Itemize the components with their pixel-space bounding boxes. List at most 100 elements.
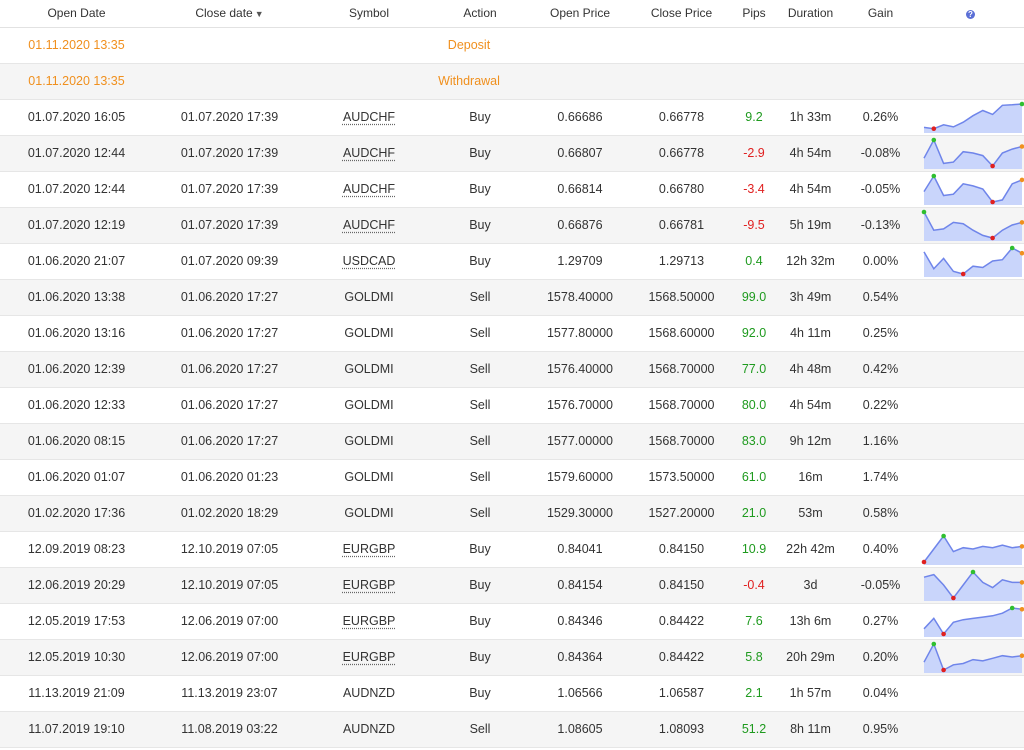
header-gain[interactable]: Gain bbox=[844, 0, 917, 28]
gain: 1.74% bbox=[862, 470, 899, 484]
duration: 12h 32m bbox=[786, 254, 835, 268]
action: Sell bbox=[469, 506, 491, 520]
sparkline-min-point bbox=[990, 199, 995, 205]
pips: -9.5 bbox=[743, 218, 765, 232]
symbol-link[interactable]: AUDCHF bbox=[342, 182, 396, 196]
close-price: 1.08093 bbox=[658, 722, 705, 736]
pips: 80.0 bbox=[741, 398, 767, 412]
close-date: 01.06.2020 17:27 bbox=[180, 362, 279, 376]
close-price: 0.66781 bbox=[658, 218, 705, 232]
open-price: 1576.40000 bbox=[546, 362, 614, 376]
sparkline-cell bbox=[917, 675, 1024, 711]
header-pips[interactable]: Pips bbox=[731, 0, 777, 28]
duration: 1h 57m bbox=[789, 686, 832, 700]
symbol-cell: GOLDMI bbox=[306, 495, 432, 531]
sparkline-max-point bbox=[1009, 245, 1015, 251]
sparkline-line bbox=[923, 642, 1023, 672]
open-price: 1.08605 bbox=[557, 722, 603, 736]
sparkline-line bbox=[923, 103, 1023, 130]
table-row: 01.06.2020 13:16 01.06.2020 17:27 GOLDMI Se… bbox=[0, 315, 1024, 351]
sparkline-chart bbox=[923, 605, 1024, 637]
symbol-link: GOLDMI bbox=[344, 434, 394, 448]
action: Sell bbox=[469, 290, 491, 304]
open-date: 12.05.2019 10:30 bbox=[27, 650, 126, 664]
header-close-date[interactable]: Close date ▼ bbox=[153, 0, 306, 28]
transaction-row: 01.11.2020 13:35 Withdrawal bbox=[0, 63, 1024, 99]
header-open-price[interactable]: Open Price bbox=[528, 0, 632, 28]
gain: 0.40% bbox=[862, 542, 899, 556]
symbol-link[interactable]: EURGBP bbox=[342, 578, 396, 592]
open-date: 01.07.2020 12:19 bbox=[27, 218, 126, 232]
sparkline-line bbox=[923, 138, 1023, 168]
help-icon[interactable]: ? bbox=[966, 9, 975, 19]
gain: 0.54% bbox=[862, 290, 899, 304]
open-date: 01.02.2020 17:36 bbox=[27, 506, 126, 520]
open-price: 0.84364 bbox=[557, 650, 603, 664]
sparkline-end-point bbox=[1019, 220, 1024, 225]
header-action[interactable]: Action bbox=[432, 0, 528, 28]
sparkline-chart bbox=[923, 173, 1024, 205]
duration: 22h 42m bbox=[786, 542, 835, 556]
open-date: 11.13.2019 21:09 bbox=[28, 686, 125, 700]
symbol-link[interactable]: AUDCHF bbox=[342, 146, 396, 160]
close-price: 1568.70000 bbox=[648, 398, 715, 412]
symbol-link[interactable]: EURGBP bbox=[342, 542, 396, 556]
open-date: 01.07.2020 12:44 bbox=[27, 146, 126, 160]
open-date: 01.07.2020 16:05 bbox=[27, 110, 126, 124]
close-price: 1.06587 bbox=[658, 686, 705, 700]
symbol-link: GOLDMI bbox=[344, 398, 394, 412]
gain: -0.05% bbox=[860, 182, 901, 196]
sparkline-cell bbox=[917, 387, 1024, 423]
sparkline-cell bbox=[917, 711, 1024, 747]
open-date: 01.06.2020 08:15 bbox=[27, 434, 126, 448]
sparkline-area bbox=[924, 140, 1022, 169]
pips: 83.0 bbox=[741, 434, 767, 448]
pips: 92.0 bbox=[741, 326, 767, 340]
sparkline-cell bbox=[917, 423, 1024, 459]
gain: -0.13% bbox=[860, 218, 901, 232]
sparkline-max-point bbox=[931, 641, 937, 647]
table-row: 01.07.2020 12:19 01.07.2020 17:39 AUDCHF Bu… bbox=[0, 207, 1024, 243]
header-open-date[interactable]: Open Date bbox=[0, 0, 153, 28]
header-symbol[interactable]: Symbol bbox=[306, 0, 432, 28]
empty-cell bbox=[632, 63, 731, 99]
sparkline-cell bbox=[917, 135, 1024, 171]
open-price: 0.66814 bbox=[557, 182, 603, 196]
symbol-link[interactable]: EURGBP bbox=[342, 614, 396, 628]
symbol-link[interactable]: AUDCHF bbox=[342, 218, 396, 232]
table-row: 01.06.2020 08:15 01.06.2020 17:27 GOLDMI Se… bbox=[0, 423, 1024, 459]
header-close-price[interactable]: Close Price bbox=[632, 0, 731, 28]
close-date: 12.06.2019 07:00 bbox=[180, 650, 279, 664]
sparkline-max-point bbox=[941, 533, 946, 539]
action: Buy bbox=[469, 254, 491, 268]
empty-cell bbox=[731, 27, 777, 63]
close-date: 12.10.2019 07:05 bbox=[180, 542, 279, 556]
header-duration[interactable]: Duration bbox=[777, 0, 844, 28]
symbol-link[interactable]: EURGBP bbox=[342, 650, 396, 664]
open-price: 1.06566 bbox=[557, 686, 603, 700]
sparkline-area bbox=[924, 608, 1022, 637]
table-row: 11.07.2019 19:10 11.08.2019 03:22 AUDNZD Se… bbox=[0, 711, 1024, 747]
sparkline-cell bbox=[917, 279, 1024, 315]
action: Buy bbox=[469, 686, 491, 700]
close-date: 11.08.2019 03:22 bbox=[181, 722, 278, 736]
sparkline-end-point bbox=[1019, 607, 1024, 612]
symbol-link[interactable]: AUDCHF bbox=[342, 110, 396, 124]
pips: 61.0 bbox=[741, 470, 767, 484]
open-date: 01.06.2020 13:16 bbox=[27, 326, 126, 340]
sparkline-end-point bbox=[1019, 177, 1024, 183]
sparkline-min-point bbox=[941, 667, 946, 673]
sparkline-chart bbox=[923, 245, 1024, 277]
close-date: 12.10.2019 07:05 bbox=[180, 578, 279, 592]
header-close-date-label: Close date bbox=[195, 6, 253, 21]
close-date: 01.07.2020 17:39 bbox=[180, 182, 279, 196]
open-price: 1577.00000 bbox=[546, 434, 614, 448]
close-price: 1568.70000 bbox=[648, 434, 715, 448]
action: Buy bbox=[469, 182, 491, 196]
action: Sell bbox=[469, 470, 491, 484]
duration: 4h 11m bbox=[790, 326, 831, 340]
gain: 0.25% bbox=[862, 326, 899, 340]
duration: 20h 29m bbox=[786, 650, 835, 664]
sparkline-end-point bbox=[1019, 144, 1024, 149]
symbol-link[interactable]: USDCAD bbox=[342, 254, 396, 268]
